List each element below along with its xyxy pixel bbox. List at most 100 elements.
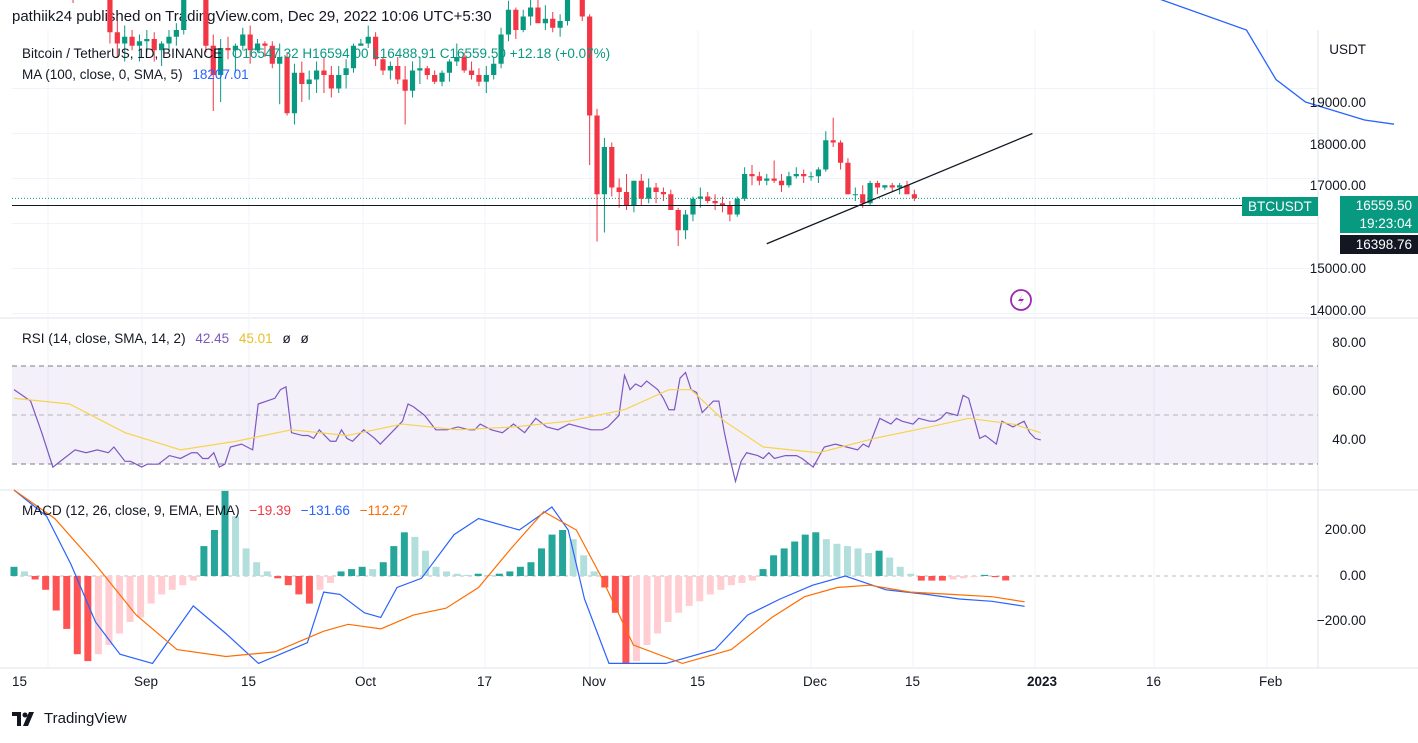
candle-body	[365, 36, 371, 44]
macd-histogram-bar	[305, 576, 313, 604]
candle-body	[808, 176, 814, 178]
main-legend: Bitcoin / TetherUS, 1D, BINANCE O16547.3…	[22, 46, 616, 61]
rsi-tick: 60.00	[1332, 383, 1366, 398]
macd-histogram	[10, 490, 1010, 664]
candle-body	[609, 147, 615, 188]
candle-body	[594, 115, 600, 195]
footer-brand[interactable]: TradingView	[12, 710, 127, 727]
ma-label: MA (100, close, 0, SMA, 5)	[22, 67, 183, 82]
candle-body	[852, 194, 858, 196]
gridlines	[12, 30, 1318, 668]
candle-body	[409, 70, 416, 91]
macd-label: MACD (12, 26, close, 9, EMA, EMA)	[22, 503, 240, 518]
candle-body	[587, 16, 593, 116]
macd-histogram-bar	[284, 576, 292, 586]
macd-histogram-bar	[189, 576, 197, 581]
candle-body	[284, 57, 290, 114]
macd-histogram-bar	[295, 576, 303, 595]
macd-histogram-bar	[527, 562, 535, 576]
macd-histogram-bar	[411, 536, 419, 576]
candle-body	[904, 185, 910, 195]
candle-body	[181, 0, 187, 30]
macd-histogram-bar	[73, 576, 81, 655]
macd-histogram-bar	[94, 576, 102, 655]
macd-histogram-bar	[31, 576, 39, 580]
macd-histogram-bar	[801, 534, 809, 576]
macd-histogram-bar	[147, 576, 155, 604]
macd-histogram-bar	[210, 530, 218, 576]
ma-legend[interactable]: MA (100, close, 0, SMA, 5) 18207.01	[22, 67, 255, 82]
candle-body	[579, 0, 585, 17]
candle-body	[395, 66, 401, 80]
candle-body	[350, 45, 357, 69]
candle-body	[114, 32, 120, 44]
macd-histogram-bar	[137, 576, 145, 618]
brand-name: TradingView	[44, 710, 127, 727]
macd-histogram-bar	[601, 576, 609, 588]
time-tick: 15	[690, 674, 706, 689]
candle-body	[513, 9, 519, 30]
candle-body	[277, 57, 283, 64]
candle-body	[646, 187, 652, 199]
macd-histogram-bar	[327, 576, 334, 583]
ma-value: 18207.01	[192, 67, 249, 82]
candle-body	[291, 72, 298, 114]
candle-body	[653, 187, 659, 192]
candle-body	[225, 48, 231, 51]
candle-body	[749, 174, 755, 177]
macd-histogram-bar	[580, 555, 588, 576]
lightning-icon[interactable]	[1010, 289, 1032, 311]
candle-body	[136, 41, 143, 46]
macd-histogram-bar	[263, 571, 271, 576]
macd-histogram-bar	[896, 566, 904, 576]
macd-tick: 0.00	[1339, 568, 1366, 583]
candle-body	[159, 43, 165, 51]
candle-body	[660, 192, 667, 195]
candle-body	[336, 75, 342, 89]
macd-histogram-bar	[179, 576, 187, 586]
candle-body	[468, 70, 475, 75]
candle-body	[623, 192, 630, 206]
macd-histogram-bar	[464, 574, 472, 576]
macd-histogram-bar	[981, 574, 989, 576]
candle-body	[705, 196, 711, 201]
candle-body	[262, 43, 268, 46]
macd-histogram-bar	[770, 555, 778, 576]
candle-body	[505, 9, 512, 35]
time-tick: Sep	[134, 674, 159, 689]
price-tick: 15000.00	[1309, 261, 1366, 276]
macd-histogram-bar	[696, 576, 704, 602]
candle-body	[306, 79, 312, 84]
macd-histogram-bar	[664, 576, 672, 622]
candle-body	[439, 72, 445, 82]
macd-histogram-bar	[379, 562, 387, 576]
candle-body	[860, 194, 866, 204]
candle-body	[483, 75, 489, 82]
macd-legend[interactable]: MACD (12, 26, close, 9, EMA, EMA) −19.39…	[22, 503, 414, 518]
rsi-legend[interactable]: RSI (14, close, SMA, 14, 2) 42.45 45.01 …	[22, 331, 315, 346]
macd-histogram-bar	[917, 576, 925, 581]
macd-histogram-bar	[843, 546, 851, 576]
macd-histogram-bar	[337, 571, 345, 576]
rsi-ext-1: ø	[282, 331, 291, 346]
macd-histogram-bar	[685, 576, 693, 606]
candle-body	[520, 16, 526, 30]
candle-body	[756, 176, 762, 181]
symbol-tag[interactable]: BTCUSDT	[1242, 197, 1318, 216]
candle-body	[675, 210, 681, 231]
candle-body	[815, 169, 822, 177]
macd-histogram-bar	[42, 576, 50, 590]
macd-histogram-bar	[358, 566, 366, 576]
candle-body	[882, 185, 888, 188]
ma-100-line	[1160, 0, 1395, 125]
currency-label[interactable]: USDT	[1329, 42, 1366, 57]
trendline	[766, 132, 1033, 245]
candle-body	[682, 214, 689, 231]
macd-histogram-bar	[221, 490, 229, 576]
candle-body	[528, 7, 534, 17]
macd-histogram-bar	[538, 548, 545, 576]
macd-histogram-bar	[559, 530, 567, 576]
symbol-label[interactable]: Bitcoin / TetherUS, 1D, BINANCE	[22, 46, 223, 61]
candle-body	[173, 30, 179, 37]
